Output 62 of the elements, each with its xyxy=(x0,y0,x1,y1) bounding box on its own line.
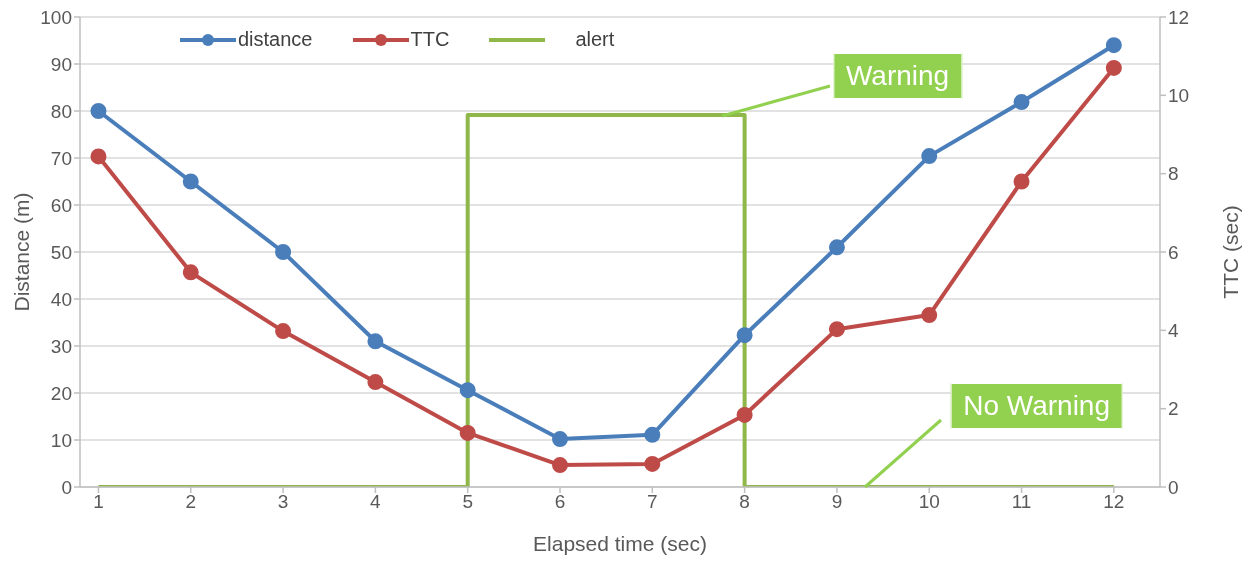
point xyxy=(552,431,568,448)
y-tick-label: 40 xyxy=(50,288,72,310)
x-tick-label: 2 xyxy=(185,491,197,513)
y-tick-label: 100 xyxy=(40,6,72,28)
annotation: Warning xyxy=(832,52,963,99)
y2-tick-label: 10 xyxy=(1168,85,1190,107)
y2-tick-label: 0 xyxy=(1168,476,1179,498)
x-tick-label: 3 xyxy=(277,491,289,513)
y-tick-label: 30 xyxy=(50,335,72,357)
point xyxy=(275,323,292,340)
y-tick-label: 0 xyxy=(61,476,72,498)
point xyxy=(644,455,661,472)
y-tick-label: 50 xyxy=(50,241,72,263)
point xyxy=(736,406,753,423)
point xyxy=(921,307,938,324)
y2-tick-label: 8 xyxy=(1168,163,1179,185)
legend-label: TTC xyxy=(410,28,450,51)
x-tick-label: 1 xyxy=(93,491,104,513)
point xyxy=(182,264,199,281)
point xyxy=(1105,37,1122,54)
y2-axis-title: TTC (sec) xyxy=(1219,205,1243,299)
point xyxy=(552,457,568,474)
y-tick-label: 80 xyxy=(50,100,72,122)
y2-tick-label: 4 xyxy=(1168,320,1179,342)
x-axis-title: Elapsed time (sec) xyxy=(533,532,707,555)
legend-label: alert xyxy=(575,28,615,51)
x-tick-label: 5 xyxy=(462,491,473,513)
y-tick-label: 70 xyxy=(50,147,72,169)
x-tick-label: 9 xyxy=(831,491,843,513)
y2-tick-label: 2 xyxy=(1168,398,1179,420)
point xyxy=(182,173,199,190)
point xyxy=(459,382,476,399)
point xyxy=(1105,59,1122,76)
x-tick-label: 4 xyxy=(370,491,382,513)
point xyxy=(367,333,384,350)
x-tick-label: 7 xyxy=(647,491,658,513)
point xyxy=(1013,173,1030,190)
x-tick-label: 8 xyxy=(739,491,750,513)
x-tick-label: 10 xyxy=(918,491,940,513)
point xyxy=(828,239,845,256)
point xyxy=(921,148,938,165)
legend-label: distance xyxy=(238,28,313,51)
y-tick-label: 20 xyxy=(50,382,72,404)
point xyxy=(459,424,476,441)
point xyxy=(644,426,661,443)
annotation: No Warning xyxy=(950,383,1124,429)
y-tick-label: 90 xyxy=(50,53,72,75)
y-tick-label: 60 xyxy=(50,194,72,216)
point xyxy=(1013,94,1030,111)
point xyxy=(90,148,107,165)
point xyxy=(736,327,753,344)
x-tick-label: 6 xyxy=(554,491,566,513)
point xyxy=(275,244,292,260)
point xyxy=(90,103,107,119)
y2-tick-label: 12 xyxy=(1168,6,1190,28)
x-tick-label: 11 xyxy=(1011,491,1032,513)
y-axis-title: Distance (m) xyxy=(10,192,34,312)
point xyxy=(367,374,384,391)
y2-tick-label: 6 xyxy=(1168,241,1179,263)
y-tick-label: 10 xyxy=(50,429,72,451)
point xyxy=(828,321,845,338)
x-tick-label: 12 xyxy=(1103,491,1125,513)
